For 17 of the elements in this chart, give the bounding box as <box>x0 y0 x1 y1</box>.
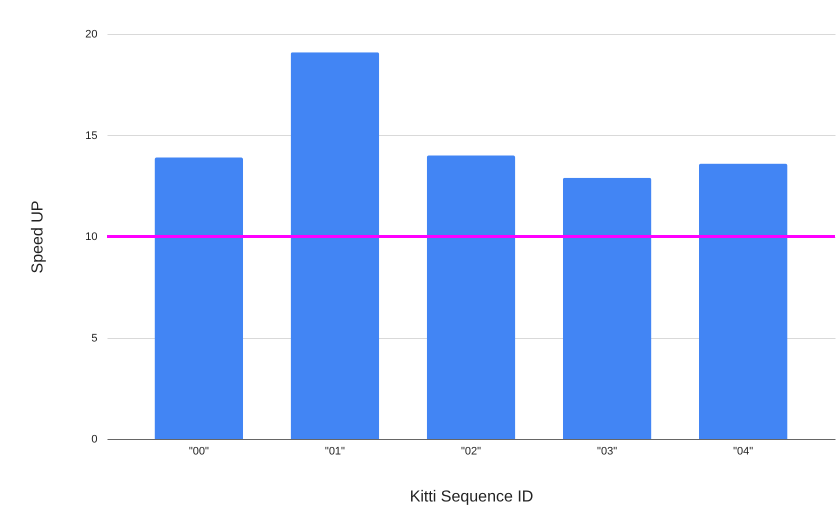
bar <box>426 156 516 439</box>
bar <box>154 158 244 439</box>
bar <box>290 52 380 439</box>
x-tick-label: "04" <box>733 446 754 458</box>
y-tick-label: 15 <box>85 130 98 142</box>
y-tick-label: 5 <box>91 332 98 344</box>
y-tick-label: 0 <box>91 434 98 446</box>
x-tick-label: "00" <box>188 446 209 458</box>
y-axis-title: Speed UP <box>29 200 46 274</box>
x-tick-label: "02" <box>460 446 482 458</box>
y-tick-label: 20 <box>85 28 98 40</box>
x-tick-label: "01" <box>324 446 346 458</box>
y-tick-label: 10 <box>85 231 98 243</box>
bar <box>698 164 788 439</box>
x-axis-title: Kitti Sequence ID <box>410 488 534 506</box>
bar <box>562 178 652 439</box>
x-tick-label: "03" <box>597 446 618 458</box>
